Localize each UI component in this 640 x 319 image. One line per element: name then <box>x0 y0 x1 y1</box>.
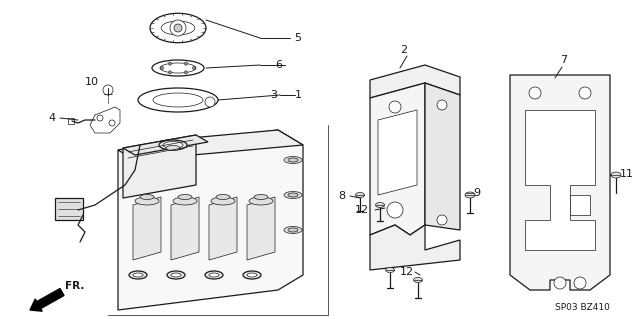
Ellipse shape <box>167 271 185 279</box>
Text: 3: 3 <box>270 90 277 100</box>
Polygon shape <box>370 83 425 235</box>
Ellipse shape <box>159 140 187 150</box>
Ellipse shape <box>376 203 385 207</box>
Circle shape <box>170 20 186 36</box>
Text: 9: 9 <box>473 188 480 198</box>
Polygon shape <box>123 135 196 198</box>
Ellipse shape <box>160 63 196 73</box>
Polygon shape <box>425 83 460 230</box>
Polygon shape <box>370 225 460 270</box>
Text: 11: 11 <box>620 169 634 179</box>
Text: 2: 2 <box>400 45 407 55</box>
Circle shape <box>168 62 172 65</box>
Ellipse shape <box>178 195 192 199</box>
Ellipse shape <box>153 93 203 107</box>
Circle shape <box>574 277 586 289</box>
Ellipse shape <box>216 195 230 199</box>
Ellipse shape <box>465 192 475 198</box>
Polygon shape <box>171 197 199 260</box>
Circle shape <box>174 24 182 32</box>
Ellipse shape <box>288 193 298 197</box>
Text: 1: 1 <box>295 90 302 100</box>
Ellipse shape <box>171 273 181 277</box>
Text: 6: 6 <box>275 60 282 70</box>
Ellipse shape <box>163 142 183 149</box>
Text: 4: 4 <box>48 113 55 123</box>
Ellipse shape <box>247 273 257 277</box>
Circle shape <box>161 66 163 70</box>
Ellipse shape <box>385 268 394 272</box>
Polygon shape <box>378 110 417 195</box>
Bar <box>570 195 590 215</box>
Polygon shape <box>510 75 610 290</box>
Ellipse shape <box>161 21 195 35</box>
Text: 10: 10 <box>85 77 99 87</box>
Polygon shape <box>118 130 303 310</box>
Circle shape <box>168 71 172 74</box>
Circle shape <box>97 115 103 121</box>
Ellipse shape <box>355 192 365 197</box>
Polygon shape <box>123 135 208 155</box>
Ellipse shape <box>138 88 218 112</box>
Circle shape <box>387 202 403 218</box>
Circle shape <box>193 66 195 70</box>
Polygon shape <box>525 110 595 250</box>
Circle shape <box>184 62 188 65</box>
Ellipse shape <box>152 60 204 76</box>
Ellipse shape <box>150 13 206 43</box>
Ellipse shape <box>243 271 261 279</box>
Bar <box>68 118 74 124</box>
Ellipse shape <box>284 191 302 198</box>
Ellipse shape <box>173 197 197 205</box>
Text: 12: 12 <box>355 205 369 215</box>
Polygon shape <box>209 197 237 260</box>
FancyArrow shape <box>30 288 64 311</box>
Text: 5: 5 <box>294 33 301 43</box>
Polygon shape <box>247 197 275 260</box>
Ellipse shape <box>284 157 302 164</box>
Bar <box>55 198 83 220</box>
Ellipse shape <box>211 197 235 205</box>
Ellipse shape <box>254 195 268 199</box>
Ellipse shape <box>209 273 219 277</box>
Polygon shape <box>118 130 303 165</box>
Ellipse shape <box>129 271 147 279</box>
Circle shape <box>579 87 591 99</box>
Circle shape <box>205 97 215 107</box>
Ellipse shape <box>133 273 143 277</box>
Ellipse shape <box>140 195 154 199</box>
Text: SP03 BZ410: SP03 BZ410 <box>555 303 610 313</box>
Circle shape <box>437 215 447 225</box>
Circle shape <box>529 87 541 99</box>
Ellipse shape <box>284 226 302 234</box>
Circle shape <box>389 101 401 113</box>
Text: 8: 8 <box>338 191 345 201</box>
Text: FR.: FR. <box>65 281 84 291</box>
Polygon shape <box>133 197 161 260</box>
Circle shape <box>184 71 188 74</box>
Ellipse shape <box>288 158 298 162</box>
Polygon shape <box>370 65 460 98</box>
Ellipse shape <box>135 197 159 205</box>
Circle shape <box>103 85 113 95</box>
Text: 12: 12 <box>400 267 414 277</box>
Ellipse shape <box>413 278 422 283</box>
Circle shape <box>437 100 447 110</box>
Ellipse shape <box>249 197 273 205</box>
Circle shape <box>554 277 566 289</box>
Ellipse shape <box>288 228 298 232</box>
Ellipse shape <box>611 172 621 178</box>
Ellipse shape <box>205 271 223 279</box>
Text: 7: 7 <box>560 55 567 65</box>
Ellipse shape <box>166 145 180 151</box>
Circle shape <box>109 120 115 126</box>
